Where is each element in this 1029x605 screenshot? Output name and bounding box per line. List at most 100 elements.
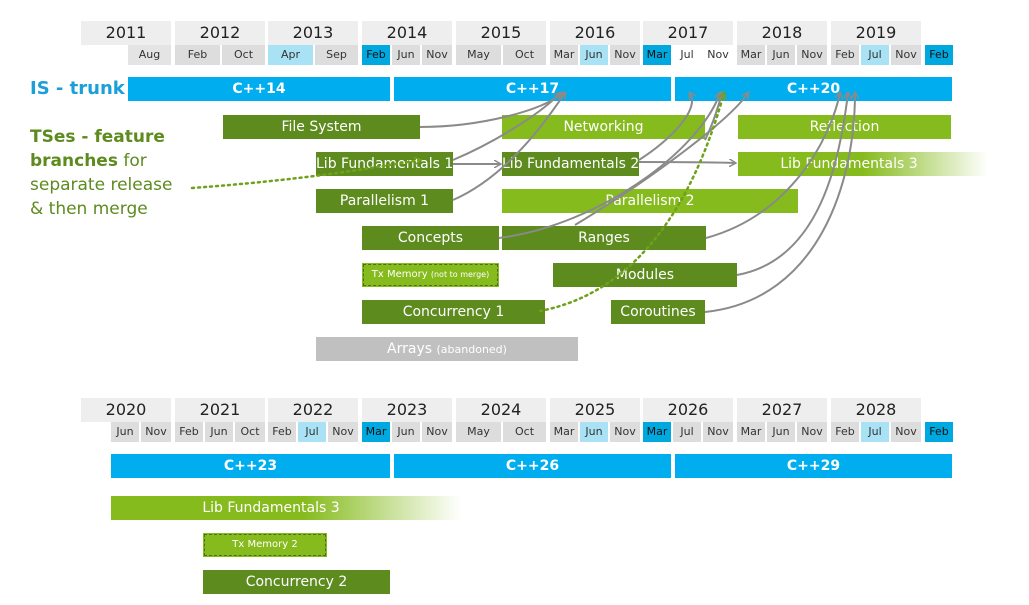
year-2015: 2015 [456,21,546,45]
month: Nov [141,422,171,442]
month: Jul [673,422,701,442]
arrow-modules-to-cpp20 [736,93,848,276]
arrow-lib-fund-2-to-cpp20 [638,93,692,161]
month: Nov [422,45,452,65]
tx-memory-label: Tx Memory [371,269,428,280]
month: Jul [673,45,701,65]
year-2019: 2019 [831,21,921,45]
month: Mar [362,422,390,442]
branch-coroutines: Coroutines [611,300,705,324]
year-2014: 2014 [362,21,452,45]
year-2016: 2016 [550,21,640,45]
month: Mar [737,45,765,65]
month: Nov [703,45,733,65]
branch-networking: Networking [502,115,705,139]
branch-modules: Modules [553,263,737,287]
branch-file-system: File System [223,115,420,139]
month: Oct [235,422,265,442]
year-2024: 2024 [456,398,546,422]
arrays-label: Arrays [387,341,433,357]
year-2012: 2012 [175,21,265,45]
arrow-parallelism-1-to-cpp17 [452,93,565,201]
month: Sep [315,45,358,65]
month: Nov [797,422,827,442]
month: Nov [610,422,640,442]
year-2028: 2028 [831,398,921,422]
month: Feb [925,422,953,442]
branch-concurrency-2: Concurrency 2 [203,570,390,594]
year-2023: 2023 [362,398,452,422]
ts-bold-2: branches [30,151,118,171]
arrow-ranges-to-cpp20 [705,93,840,239]
month: Mar [643,422,671,442]
year-2026: 2026 [643,398,733,422]
month: Feb [175,45,220,65]
month: Oct [503,45,546,65]
year-2022: 2022 [268,398,358,422]
month: Mar [737,422,765,442]
arrow-lib-fund-1-to-cpp17 [452,93,560,161]
month: Nov [610,45,640,65]
year-2027: 2027 [737,398,827,422]
year-2020: 2020 [81,398,171,422]
year-2021: 2021 [175,398,265,422]
trunk-cpp20: C++20 [675,77,952,101]
arrow-concepts-to-cpp20 [498,93,720,239]
year-2018: 2018 [737,21,827,45]
month: Jun [580,422,608,442]
month: Nov [891,422,921,442]
ts-rest-1: for [123,151,147,171]
month: Jun [205,422,233,442]
month: Jun [767,422,795,442]
month: Jul [861,422,889,442]
month: Mar [643,45,671,65]
month: Feb [175,422,203,442]
month: May [456,45,501,65]
month: Jun [392,422,420,442]
arrow-lib-fund-2-to-lib-fund-3 [638,162,735,163]
month: Jul [298,422,326,442]
month: Nov [797,45,827,65]
year-2013: 2013 [268,21,358,45]
month: May [456,422,501,442]
month: Feb [831,422,859,442]
branch-tx-memory-2: Tx Memory 2 [203,533,327,557]
ts-rest-3: & then merge [30,199,148,219]
branch-parallelism-2: Parallelism 2 [502,189,798,213]
arrays-note: (abandoned) [436,343,507,356]
month: Jul [861,45,889,65]
branch-concepts: Concepts [362,226,499,250]
trunk-cpp17: C++17 [394,77,671,101]
month: Nov [422,422,452,442]
branch-lib-fundamentals-2: Lib Fundamentals 2 [502,152,639,176]
trunk-cpp14: C++14 [128,77,390,101]
month: Jun [767,45,795,65]
month: Nov [891,45,921,65]
year-2011: 2011 [81,21,171,45]
arrow-ts-label-pointer [190,160,420,190]
branch-parallelism-1: Parallelism 1 [316,189,453,213]
month: Mar [550,422,578,442]
month: Oct [222,45,265,65]
month: Aug [128,45,171,65]
month: Mar [550,45,578,65]
month: Jun [580,45,608,65]
year-2025: 2025 [550,398,640,422]
trunk-cpp26: C++26 [394,454,671,478]
month: Jun [392,45,420,65]
branch-lib-fundamentals-3-bottom: Lib Fundamentals 3 [111,496,461,520]
ts-rest-2: separate release [30,175,173,195]
arrow-parallelism-2-to-cpp20 [574,93,748,226]
arrow-concurrency-1-dotted [538,93,724,313]
month: Feb [362,45,390,65]
ts-bold-1: TSes - feature [30,127,165,147]
month: Feb [925,45,953,65]
month: Feb [268,422,296,442]
trunk-cpp23: C++23 [111,454,390,478]
month: Feb [831,45,859,65]
trunk-cpp29: C++29 [675,454,952,478]
arrow-coroutines-to-cpp20 [704,93,855,313]
tx-memory-note: (not to merge) [430,270,490,279]
branch-concurrency-1: Concurrency 1 [362,300,545,324]
